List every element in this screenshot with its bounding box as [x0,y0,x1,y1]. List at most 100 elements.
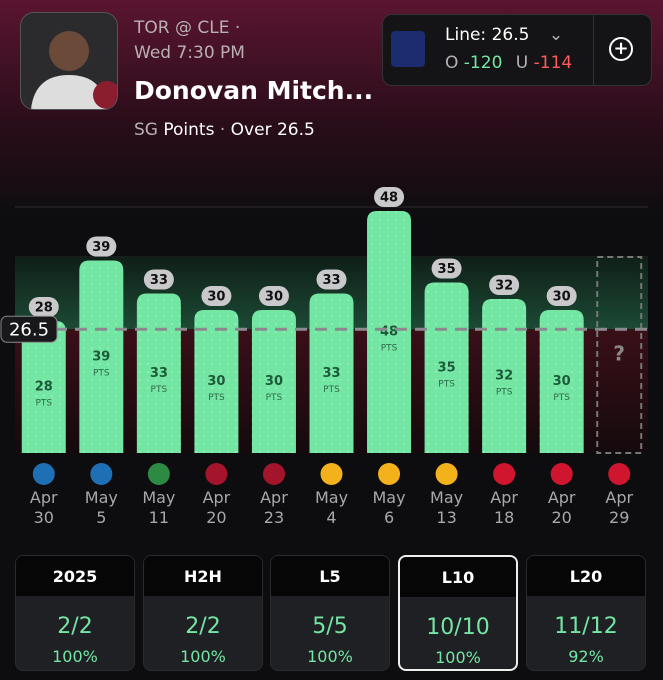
line-label-text: Line: [445,25,487,45]
team-logo [320,463,343,485]
inner-value: 30 [207,374,225,389]
summary-card[interactable]: H2H 2/2 100% [143,555,263,671]
inner-value: 30 [265,374,283,389]
value-label: 35 [438,262,456,277]
team-logo [550,463,573,485]
team-logo [493,463,516,485]
card-label: L20 [527,556,645,596]
bar [79,260,124,453]
inner-value: 35 [438,360,456,375]
bar [21,321,66,453]
bar [194,310,239,453]
unit-label: PTS [381,344,398,354]
value-pill [201,286,232,306]
unit-label: PTS [266,393,283,403]
value-pill [258,286,289,306]
unit-label: PTS [323,385,340,395]
summary-card[interactable]: L20 11/12 92% [526,555,646,671]
card-pct: 100% [435,648,481,667]
value-pill [86,236,117,257]
card-record: 2/2 [57,614,93,639]
date-label: Apr 20 [202,488,231,527]
side: Over [230,120,272,140]
card-record: 2/2 [185,614,221,639]
value-label: 39 [92,240,110,255]
bar [367,211,412,453]
chart: 28 28 PTS 39 39 PTS 33 33 PTS 30 30 PTS 30 30 PTS 33 33 P… [0,187,648,485]
bar [309,293,354,453]
add-button[interactable]: + [609,37,633,61]
bar [482,299,527,453]
value-label: 33 [322,273,340,288]
value-pill [143,269,174,290]
inner-value: 33 [322,366,340,381]
pending-label: ? [613,342,625,366]
date-label: May 11 [142,488,176,527]
player-name: Donovan Mitch... [134,76,374,105]
card-label: 2025 [16,556,134,596]
value-label: 28 [35,301,53,316]
card-label: L5 [271,556,389,596]
under-label: U [515,53,529,73]
matchup-text: TOR @ CLE [134,18,230,38]
value-label: 48 [380,191,398,206]
card-pct: 100% [180,647,226,666]
team-logo [147,463,170,485]
position: SG [134,120,158,140]
photo-art [31,31,117,109]
line-label: Line: 26.5 ⌄ [445,25,564,45]
value-label: 30 [207,290,225,305]
team-logo [262,463,285,485]
divider [593,15,594,85]
bar [251,310,296,453]
inner-value: 39 [92,349,110,364]
date-label: Apr 18 [490,488,518,527]
pending-bar [596,256,643,454]
over-label: O [445,53,459,73]
unit-label: PTS [151,385,168,395]
summary-card[interactable]: L10 10/10 100% [398,555,518,671]
unit-label: PTS [35,399,52,409]
value-label: 30 [553,290,571,305]
inner-value: 33 [150,366,168,381]
over-odds: -120 [463,53,503,73]
team-logo [608,463,631,485]
unit-label: PTS [438,379,455,389]
bar [539,310,584,453]
date-label: Apr 29 [605,488,634,527]
date-label: May 13 [430,488,464,527]
card-pct: 100% [307,647,353,666]
summary-card[interactable]: 2025 2/2 100% [15,555,135,671]
value-pill [374,187,405,207]
date-label: May 4 [314,488,349,527]
bar [136,293,181,453]
value-pill [546,286,577,306]
book-logo [391,31,425,67]
card-label: H2H [144,556,262,596]
summary-card[interactable]: L5 5/5 100% [270,555,390,671]
prop-line: 26.5 [276,120,315,140]
value-label: 32 [495,279,513,294]
value-label: 33 [150,273,168,288]
value-pill [489,275,520,295]
value-pill [316,269,347,290]
threshold-pill [0,315,58,343]
card-record: 5/5 [312,614,348,639]
unit-label: PTS [553,393,570,403]
team-logo [205,463,228,485]
stat: Points [163,120,215,140]
unit-label: PTS [496,388,513,398]
inner-value: 48 [380,325,398,340]
card-pct: 100% [52,647,98,666]
line-value: 26.5 [491,25,530,45]
team-logo [32,463,55,485]
line-box[interactable]: Line: 26.5 ⌄ O -120 U -114 + [382,14,652,86]
date-label: May 6 [372,488,406,527]
value-pill [431,258,462,279]
odds: O -120 U -114 [445,53,572,73]
player-photo [20,12,118,110]
team-logo [90,463,113,485]
value-label: 30 [265,290,283,305]
game-time: Wed 7:30 PM [134,43,245,63]
